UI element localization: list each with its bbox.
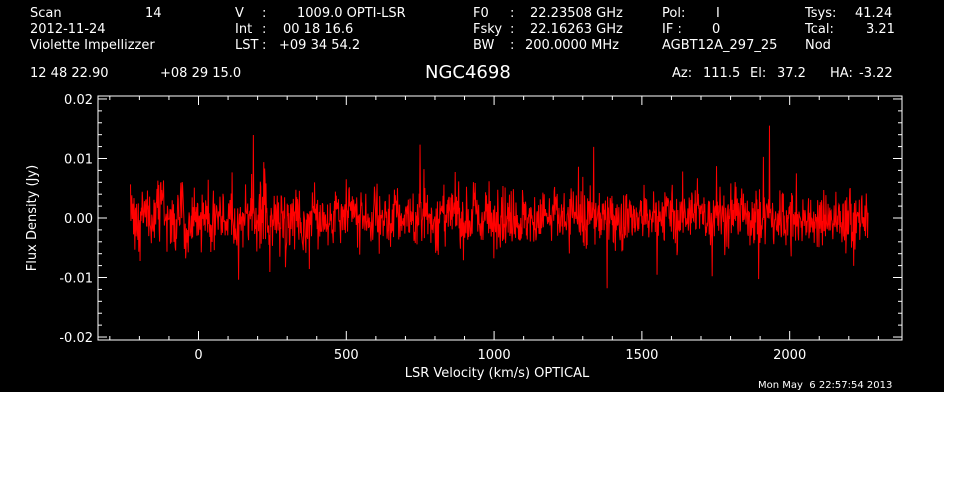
y-tick-label: -0.02 [59, 331, 93, 346]
int-label: Int [235, 22, 253, 37]
el-value: 37.2 [777, 66, 806, 81]
x-tick-label: 0 [194, 348, 202, 363]
spectrum-trace [130, 125, 869, 289]
int-value: 00 18 16.6 [283, 22, 354, 37]
fsky-value: 22.16263 GHz [530, 22, 623, 37]
bw-label: BW [473, 38, 495, 53]
tsys-value: 41.24 [855, 6, 893, 21]
bw-value: 200.0000 MHz [525, 38, 619, 53]
ra-coordinate: 12 48 22.90 [30, 66, 109, 81]
pol-value: I [716, 6, 720, 21]
lst-value: +09 34 54.2 [279, 38, 361, 53]
spectrum-line [130, 125, 869, 289]
source-name: NGC4698 [425, 62, 511, 83]
az-value: 111.5 [703, 66, 741, 81]
if-label: IF : [662, 22, 682, 37]
scan-value: 14 [145, 6, 162, 21]
observer-name: Violette Impellizzer [30, 38, 155, 53]
ha-value: -3.22 [859, 66, 893, 81]
tcal-label: Tcal: [805, 22, 834, 37]
timestamp: Mon May 6 22:57:54 2013 [758, 380, 893, 391]
dec-coordinate: +08 29 15.0 [160, 66, 242, 81]
ha-label: HA: [830, 66, 853, 81]
f0-label: F0 [473, 6, 489, 21]
y-tick-label: 0.00 [64, 212, 93, 227]
tcal-value: 3.21 [866, 22, 895, 37]
x-axis-label: LSR Velocity (km/s) OPTICAL [405, 366, 590, 381]
az-label: Az: [672, 66, 693, 81]
scan-label: Scan [30, 6, 62, 21]
fsky-label: Fsky [473, 22, 503, 37]
el-label: El: [750, 66, 767, 81]
y-axis-label: Flux Density (Jy) [25, 165, 40, 271]
y-tick-label: -0.01 [59, 272, 93, 287]
velocity-value: 1009.0 OPTI-LSR [297, 6, 406, 21]
f0-value: 22.23508 GHz [530, 6, 623, 21]
lst-label: LST [235, 38, 259, 53]
x-tick-label: 2000 [773, 348, 806, 363]
x-tick-label: 500 [334, 348, 359, 363]
velocity-label: V [235, 6, 244, 21]
axis-ticks: 0 500 1000 1500 2000 -0.02 -0.01 0.00 0.01 0.02 [59, 93, 902, 363]
y-tick-label: 0.01 [64, 152, 93, 167]
spectrum-chart: 0 500 1000 1500 2000 -0.02 -0.01 0.00 0.01 0.02 L… [25, 93, 903, 381]
obs-mode: Nod [805, 38, 831, 53]
tsys-label: Tsys: [805, 6, 837, 21]
obs-date: 2012-11-24 [30, 22, 106, 37]
plot-panel: Scan 14 V : 1009.0 OPTI-LSR F0 : 22.2350… [0, 0, 944, 392]
y-tick-label: 0.02 [64, 93, 93, 108]
x-tick-label: 1500 [625, 348, 658, 363]
pol-label: Pol: [662, 6, 686, 21]
if-value: 0 [712, 22, 721, 37]
x-tick-label: 1000 [478, 348, 511, 363]
project-id: AGBT12A_297_25 [662, 38, 778, 53]
